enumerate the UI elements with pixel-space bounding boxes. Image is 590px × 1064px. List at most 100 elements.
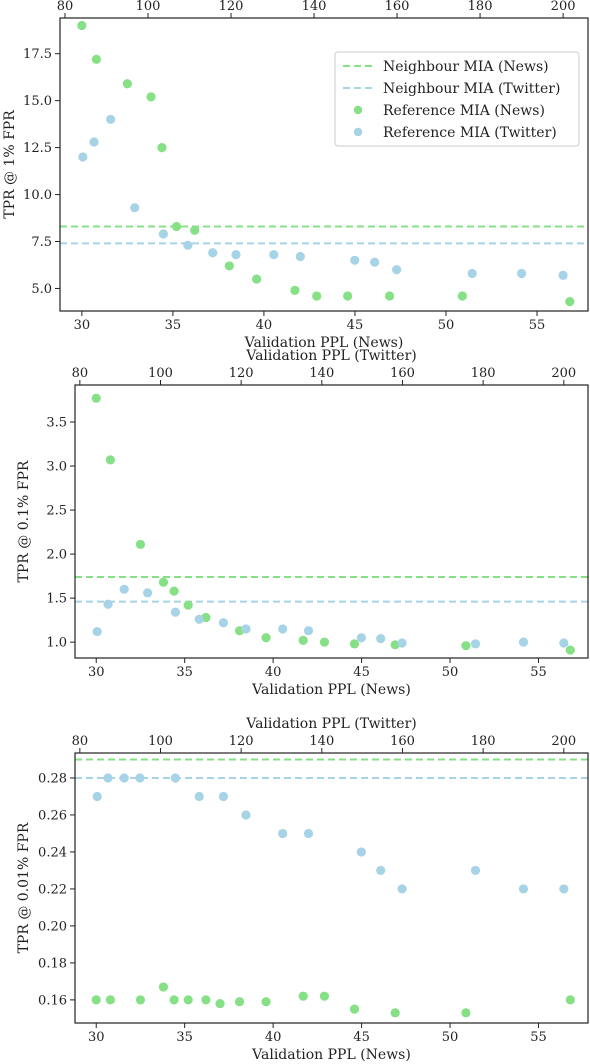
data-point bbox=[169, 586, 179, 596]
data-point bbox=[201, 995, 211, 1005]
data-point bbox=[470, 639, 481, 649]
y-tick-label: 1.5 bbox=[46, 592, 67, 607]
legend-marker-swatch bbox=[353, 127, 363, 137]
data-point bbox=[208, 248, 218, 258]
x2-tick-label: 80 bbox=[72, 734, 89, 749]
data-point bbox=[558, 270, 568, 280]
x-tick-label: 55 bbox=[529, 318, 546, 333]
data-point bbox=[356, 847, 366, 857]
y-tick-label: 0.20 bbox=[38, 919, 67, 934]
data-point bbox=[565, 297, 575, 307]
data-point bbox=[356, 633, 366, 643]
x-tick-label: 45 bbox=[353, 1030, 370, 1045]
data-point bbox=[190, 225, 200, 235]
data-point bbox=[91, 393, 101, 403]
data-point bbox=[559, 638, 569, 648]
x-tick-label: 30 bbox=[74, 318, 91, 333]
x2-tick-label: 160 bbox=[390, 366, 415, 381]
data-point bbox=[218, 618, 229, 628]
data-point bbox=[158, 229, 168, 239]
data-point bbox=[105, 995, 115, 1005]
y-tick-label: 15.0 bbox=[23, 94, 52, 109]
data-point bbox=[295, 251, 305, 262]
data-point bbox=[390, 640, 400, 650]
legend-label: Reference MIA (Twitter) bbox=[383, 125, 557, 141]
data-point bbox=[397, 638, 407, 648]
data-point bbox=[467, 268, 477, 279]
subplot-3: 30 35 40 45 50 55 80 100 120 140 160 180 200 0.16 0.18… bbox=[16, 716, 589, 1063]
x-axis-label: Validation PPL (News) bbox=[251, 1047, 411, 1063]
x-tick-label: 35 bbox=[176, 1030, 193, 1045]
data-point bbox=[349, 1004, 360, 1014]
y-tick-label: 1.0 bbox=[46, 636, 67, 651]
data-point bbox=[461, 641, 471, 651]
data-point bbox=[261, 633, 271, 643]
x-axis-label: Validation PPL (News) bbox=[244, 335, 404, 351]
data-point bbox=[135, 995, 146, 1005]
data-point bbox=[122, 79, 132, 89]
data-point bbox=[224, 261, 234, 271]
data-point bbox=[171, 221, 182, 232]
data-point bbox=[298, 635, 308, 645]
plot-frame bbox=[74, 752, 589, 1024]
x-axis-label: Validation PPL (News) bbox=[251, 682, 411, 698]
data-point bbox=[303, 626, 314, 636]
data-point bbox=[92, 626, 102, 637]
data-point bbox=[516, 268, 527, 279]
x-tick-label: 30 bbox=[88, 665, 105, 680]
y-tick-label: 3.0 bbox=[46, 460, 67, 475]
data-point bbox=[103, 599, 113, 609]
legend: Neighbour MIA (News) Neighbour MIA (Twitt… bbox=[334, 51, 580, 147]
data-point bbox=[170, 773, 181, 783]
y-axis-label: TPR @ 0.1% FPR bbox=[16, 460, 32, 582]
y-tick-label: 5.0 bbox=[31, 282, 52, 297]
data-point bbox=[241, 810, 251, 820]
data-point bbox=[319, 637, 330, 647]
data-point bbox=[278, 624, 288, 634]
data-point bbox=[376, 634, 386, 644]
x2-tick-label: 120 bbox=[229, 734, 254, 749]
x2-tick-label: 120 bbox=[219, 0, 244, 14]
x-tick-label: 55 bbox=[530, 1030, 547, 1045]
x-tick-label: 50 bbox=[442, 1030, 459, 1045]
data-point bbox=[565, 645, 575, 655]
data-point bbox=[169, 995, 179, 1005]
data-point bbox=[170, 607, 181, 617]
x2-tick-label: 140 bbox=[309, 734, 334, 749]
plot-frame bbox=[59, 17, 589, 312]
data-point bbox=[78, 152, 88, 162]
data-point bbox=[319, 991, 330, 1001]
data-point bbox=[103, 773, 113, 783]
x2-tick-label: 200 bbox=[551, 0, 576, 14]
data-point bbox=[142, 588, 153, 598]
y-tick-label: 12.5 bbox=[23, 141, 52, 156]
x2-tick-label: 120 bbox=[229, 366, 254, 381]
data-point bbox=[130, 203, 140, 213]
legend-label: Neighbour MIA (Twitter) bbox=[383, 81, 560, 97]
x2-tick-label: 100 bbox=[136, 0, 161, 14]
data-point bbox=[194, 614, 204, 624]
data-point bbox=[312, 291, 322, 301]
data-point bbox=[105, 455, 115, 465]
data-point bbox=[194, 791, 204, 802]
x2-tick-label: 160 bbox=[385, 0, 410, 14]
data-point bbox=[231, 250, 241, 260]
data-point bbox=[146, 92, 156, 102]
data-point bbox=[135, 539, 146, 549]
x-tick-label: 30 bbox=[88, 1030, 105, 1045]
data-point bbox=[343, 291, 353, 301]
series-reference-twitter bbox=[92, 584, 569, 649]
x-tick-label: 50 bbox=[442, 665, 459, 680]
data-point bbox=[370, 257, 380, 267]
data-point bbox=[215, 998, 225, 1009]
data-point bbox=[183, 600, 193, 610]
data-point bbox=[106, 114, 116, 125]
y-tick-label: 3.5 bbox=[46, 415, 67, 430]
y-tick-label: 0.18 bbox=[38, 956, 67, 971]
x-tick-label: 40 bbox=[256, 318, 273, 333]
data-point bbox=[457, 291, 467, 301]
data-point bbox=[92, 791, 102, 802]
data-point bbox=[392, 265, 402, 275]
data-point bbox=[157, 142, 167, 153]
